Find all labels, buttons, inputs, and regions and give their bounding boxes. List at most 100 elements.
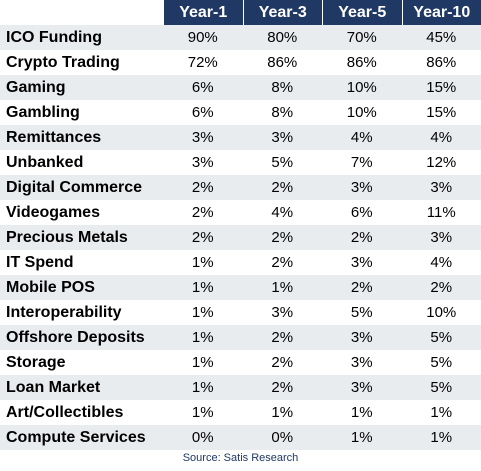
table-cell: 70% [346, 29, 377, 46]
table-cell: 2% [271, 254, 294, 271]
column-header-year-1: Year-1 [163, 0, 243, 25]
table-cell: 80% [267, 29, 298, 46]
table-cell: 1% [271, 404, 294, 421]
table-cell: 8% [271, 104, 294, 121]
table-row: Digital Commerce 2% 2% 3% 3% [0, 175, 481, 200]
table-cell: 2% [271, 229, 294, 246]
table-cell: 1% [271, 279, 294, 296]
table-cell: 2% [271, 379, 294, 396]
table-cell: 3% [350, 379, 373, 396]
table-cell: 1% [191, 379, 214, 396]
table-cell: 5% [430, 329, 453, 346]
table-cell: 3% [350, 179, 373, 196]
table-row: Crypto Trading 72% 86% 86% 86% [0, 50, 481, 75]
row-label: Videogames [6, 203, 100, 221]
row-label: Mobile POS [6, 278, 95, 296]
table-cell: 1% [191, 404, 214, 421]
row-label: Loan Market [6, 378, 101, 396]
table-row: Offshore Deposits 1% 2% 3% 5% [0, 325, 481, 350]
table-cell: 3% [430, 179, 453, 196]
table-cell: 1% [430, 404, 453, 421]
table-cell: 6% [191, 79, 214, 96]
table-cell: 2% [271, 354, 294, 371]
table-cell: 4% [271, 204, 294, 221]
row-label: ICO Funding [6, 28, 102, 46]
table-cell: 6% [191, 104, 214, 121]
source-note: Source: Satis Research [182, 452, 299, 464]
table-cell: 2% [430, 279, 453, 296]
table-cell: 7% [350, 154, 373, 171]
table-row: IT Spend 1% 2% 3% 4% [0, 250, 481, 275]
table-cell: 15% [426, 79, 457, 96]
table-cell: 1% [191, 254, 214, 271]
table-cell: 3% [271, 129, 294, 146]
table-cell: 2% [191, 179, 214, 196]
column-header-year-3: Year-3 [242, 0, 322, 25]
row-label: Precious Metals [6, 228, 128, 246]
table-cell: 1% [191, 304, 214, 321]
table-cell: 1% [350, 404, 373, 421]
table-cell: 4% [350, 129, 373, 146]
table-cell: 10% [426, 304, 457, 321]
table-cell: 1% [191, 354, 214, 371]
table-row: Unbanked 3% 5% 7% 12% [0, 150, 481, 175]
table-cell: 15% [426, 104, 457, 121]
table-cell: 2% [350, 229, 373, 246]
table-cell: 3% [350, 254, 373, 271]
table-row: Art/Collectibles 1% 1% 1% 1% [0, 400, 481, 425]
table-cell: 12% [426, 154, 457, 171]
table-cell: 2% [191, 229, 214, 246]
row-label: Offshore Deposits [6, 328, 145, 346]
table-cell: 11% [426, 204, 456, 221]
header-corner [0, 0, 163, 25]
table-cell: 45% [426, 29, 457, 46]
table-cell: 86% [267, 54, 298, 71]
table-row: Precious Metals 2% 2% 2% 3% [0, 225, 481, 250]
table-cell: 2% [271, 329, 294, 346]
table-cell: 2% [350, 279, 373, 296]
table-row: Gambling 6% 8% 10% 15% [0, 100, 481, 125]
table-cell: 5% [430, 354, 453, 371]
table-cell: 4% [430, 129, 453, 146]
table-cell: 5% [271, 154, 294, 171]
table-cell: 5% [350, 304, 373, 321]
row-label: Remittances [6, 128, 102, 146]
table-cell: 2% [271, 179, 294, 196]
table-cell: 10% [346, 104, 377, 121]
table-row: ICO Funding 90% 80% 70% 45% [0, 25, 481, 50]
table-cell: 5% [430, 379, 453, 396]
row-label: IT Spend [6, 253, 74, 271]
table-cell: 2% [191, 204, 214, 221]
table-cell: 3% [350, 354, 373, 371]
table-cell: 4% [430, 254, 453, 271]
table-cell: 0% [191, 429, 214, 446]
column-header-year-10: Year-10 [401, 0, 481, 25]
table-cell: 90% [187, 29, 218, 46]
table-row: Mobile POS 1% 1% 2% 2% [0, 275, 481, 300]
row-label: Gambling [6, 103, 80, 121]
table-row: Videogames 2% 4% 6% 11% [0, 200, 481, 225]
row-label: Digital Commerce [6, 178, 143, 196]
row-label: Gaming [6, 78, 66, 96]
row-label: Storage [6, 353, 66, 371]
table-row: Remittances 3% 3% 4% 4% [0, 125, 481, 150]
table-row: Storage 1% 2% 3% 5% [0, 350, 481, 375]
table-cell: 10% [346, 79, 377, 96]
row-label: Interoperability [6, 303, 122, 321]
table-row: Compute Services 0% 0% 1% 1% [0, 425, 481, 450]
table-cell: 3% [271, 304, 294, 321]
table-cell: 72% [187, 54, 218, 71]
table-cell: 1% [191, 279, 214, 296]
table-cell: 86% [346, 54, 377, 71]
table-cell: 86% [426, 54, 457, 71]
column-header-year-5: Year-5 [322, 0, 402, 25]
table-row: Gaming 6% 8% 10% 15% [0, 75, 481, 100]
table-cell: 6% [350, 204, 373, 221]
table-cell: 1% [350, 429, 373, 446]
row-label: Crypto Trading [6, 53, 120, 71]
table-cell: 0% [271, 429, 294, 446]
table-cell: 1% [191, 329, 214, 346]
table-header-row: Year-1 Year-3 Year-5 Year-10 [0, 0, 481, 25]
table-cell: 3% [191, 129, 214, 146]
table-cell: 3% [430, 229, 453, 246]
